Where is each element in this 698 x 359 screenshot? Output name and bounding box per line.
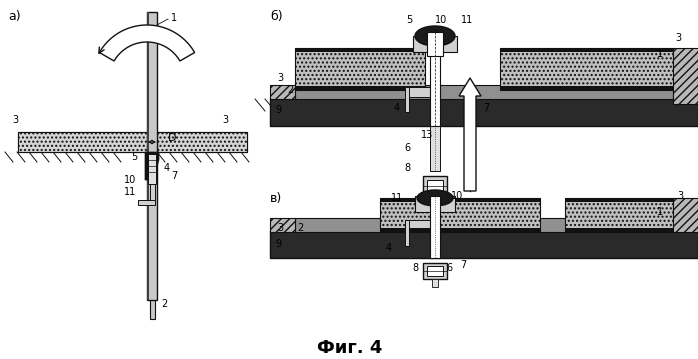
Text: 11: 11: [391, 193, 403, 203]
Text: 11: 11: [461, 15, 473, 25]
Text: 3: 3: [277, 73, 283, 83]
Bar: [405, 87, 435, 97]
Bar: [18, 132, 147, 152]
Text: 5: 5: [131, 152, 137, 162]
Text: а): а): [8, 10, 21, 23]
Text: Фиг. 4: Фиг. 4: [318, 339, 383, 357]
Polygon shape: [459, 78, 481, 191]
Bar: [380, 198, 540, 202]
Bar: [295, 218, 673, 232]
Text: 2: 2: [287, 85, 293, 95]
Bar: [150, 184, 155, 204]
Polygon shape: [99, 25, 195, 61]
Bar: [427, 266, 443, 276]
Text: 6: 6: [446, 263, 452, 273]
Bar: [500, 48, 673, 52]
Bar: [138, 200, 155, 205]
Bar: [18, 132, 147, 152]
Bar: [427, 180, 443, 192]
Bar: [565, 198, 673, 232]
Ellipse shape: [415, 26, 455, 46]
Text: 9: 9: [275, 239, 281, 249]
Bar: [673, 48, 698, 104]
Text: 4: 4: [394, 103, 400, 113]
Bar: [157, 132, 247, 152]
Bar: [430, 126, 440, 171]
Bar: [673, 198, 698, 232]
Bar: [500, 48, 673, 90]
Bar: [295, 85, 673, 99]
Text: 13: 13: [421, 130, 433, 140]
Bar: [147, 12, 149, 300]
Bar: [427, 32, 443, 56]
Bar: [150, 204, 155, 319]
Text: 1: 1: [657, 207, 663, 217]
Bar: [270, 98, 698, 126]
Text: 9: 9: [275, 105, 281, 115]
Bar: [148, 154, 156, 184]
Text: 2: 2: [297, 223, 303, 233]
Bar: [430, 32, 440, 126]
Text: 3: 3: [222, 115, 228, 125]
Bar: [295, 48, 425, 52]
Bar: [295, 48, 425, 90]
Ellipse shape: [417, 190, 453, 206]
Bar: [270, 230, 698, 258]
Bar: [270, 218, 295, 232]
Text: 3: 3: [277, 223, 283, 233]
Text: 6: 6: [404, 143, 410, 153]
Text: 8: 8: [404, 163, 410, 173]
Text: 10: 10: [435, 15, 447, 25]
Polygon shape: [145, 152, 159, 180]
Text: 3: 3: [677, 191, 683, 201]
Text: 7: 7: [171, 171, 177, 181]
Text: 11: 11: [124, 187, 136, 197]
Bar: [565, 198, 673, 202]
Text: б): б): [270, 10, 283, 23]
Bar: [500, 86, 673, 90]
Text: 10: 10: [124, 175, 136, 185]
Bar: [147, 12, 157, 300]
Bar: [432, 279, 438, 287]
Text: 5: 5: [406, 15, 412, 25]
Text: 2: 2: [161, 299, 167, 309]
Text: 4: 4: [164, 163, 170, 173]
Text: 7: 7: [460, 260, 466, 270]
Bar: [380, 228, 540, 232]
Text: 1: 1: [657, 49, 663, 59]
Text: 3: 3: [675, 33, 681, 43]
Text: 4: 4: [386, 243, 392, 253]
Bar: [405, 220, 409, 246]
Text: D: D: [168, 133, 177, 143]
Text: в): в): [270, 192, 282, 205]
Bar: [430, 196, 440, 258]
Text: 8: 8: [412, 263, 418, 273]
Bar: [423, 176, 447, 196]
Bar: [295, 86, 425, 90]
Bar: [405, 87, 409, 112]
Bar: [380, 198, 540, 232]
Bar: [423, 263, 447, 279]
Bar: [157, 132, 247, 152]
Bar: [270, 85, 295, 99]
Bar: [415, 196, 455, 212]
Text: 10: 10: [451, 191, 463, 201]
Bar: [565, 228, 673, 232]
Text: 1: 1: [171, 13, 177, 23]
Bar: [405, 220, 430, 228]
Bar: [413, 36, 457, 52]
Text: 3: 3: [12, 115, 18, 125]
Text: 7: 7: [483, 103, 489, 113]
